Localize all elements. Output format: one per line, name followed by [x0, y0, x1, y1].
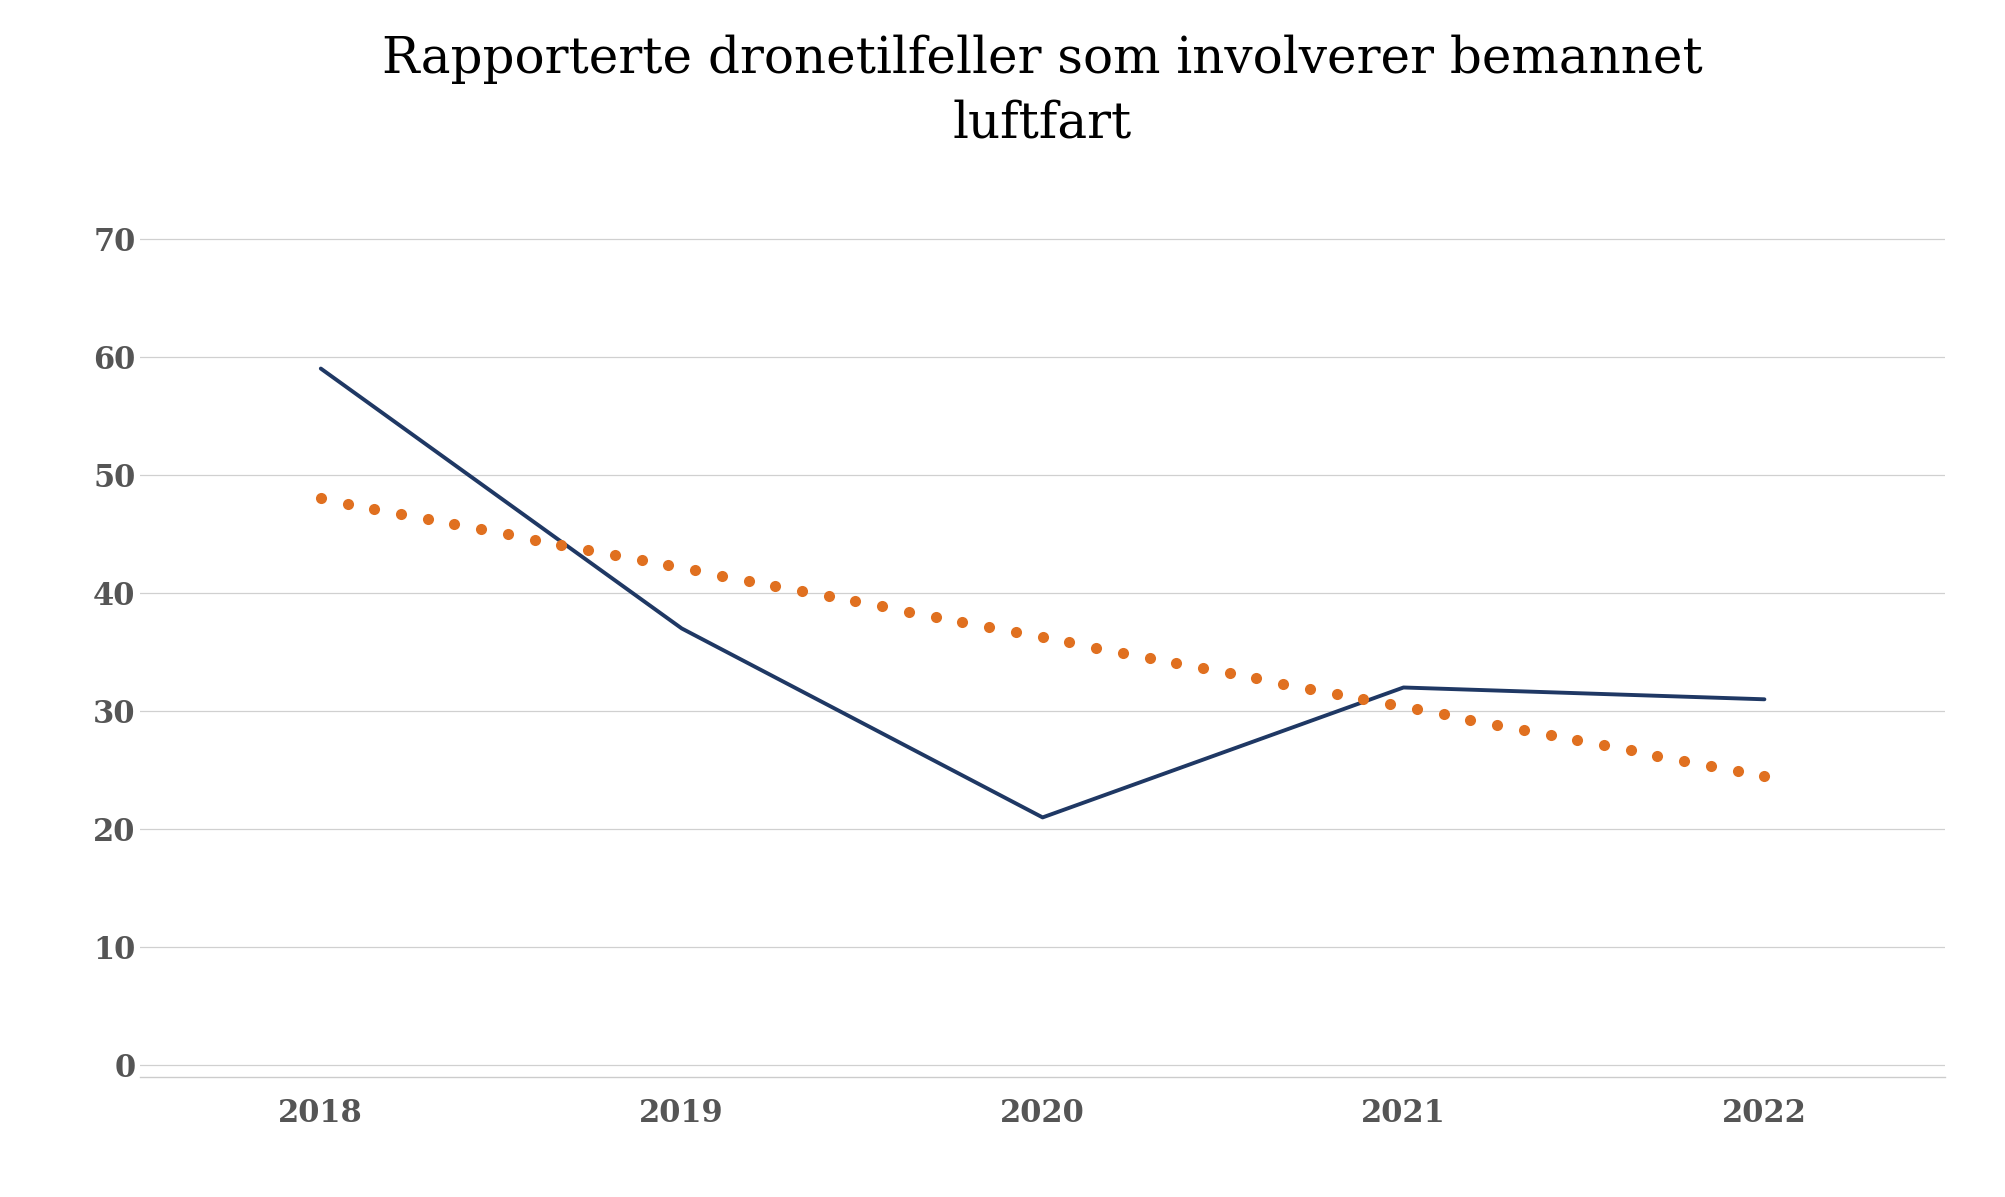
Point [1642, 746, 1674, 765]
Point [1534, 725, 1566, 745]
Point [1241, 669, 1273, 688]
Point [305, 488, 337, 508]
Point [491, 525, 523, 545]
Point [1748, 766, 1780, 785]
Point [1053, 633, 1085, 652]
Point [439, 515, 471, 534]
Point [760, 576, 792, 595]
Point [1482, 715, 1514, 734]
Point [732, 571, 764, 590]
Point [465, 519, 497, 539]
Point [1668, 751, 1700, 770]
Point [1614, 741, 1646, 760]
Point [1107, 643, 1139, 662]
Point [331, 494, 363, 514]
Point [1694, 757, 1726, 776]
Point [1133, 649, 1165, 668]
Point [1428, 705, 1460, 724]
Point [599, 546, 632, 565]
Point [946, 613, 978, 632]
Point [1187, 658, 1219, 678]
Point [626, 551, 658, 570]
Point [812, 587, 844, 606]
Point [1027, 627, 1059, 646]
Point [411, 510, 443, 529]
Point [1562, 730, 1594, 749]
Point [1081, 638, 1113, 657]
Point [786, 582, 818, 601]
Point [1161, 654, 1193, 673]
Point [1293, 679, 1325, 698]
Point [1347, 689, 1379, 709]
Point [1508, 721, 1540, 740]
Point [1213, 663, 1245, 682]
Point [1588, 736, 1620, 755]
Point [359, 499, 391, 518]
Point [545, 535, 577, 554]
Point [920, 607, 952, 626]
Title: Rapporterte dronetilfeller som involverer bemannet
luftfart: Rapporterte dronetilfeller som involvere… [383, 35, 1702, 148]
Point [1401, 700, 1434, 719]
Point [840, 591, 872, 610]
Point [892, 602, 924, 621]
Point [706, 566, 738, 585]
Point [519, 530, 551, 549]
Point [1373, 694, 1406, 713]
Point [972, 618, 1005, 637]
Point [1000, 622, 1033, 642]
Point [866, 597, 898, 616]
Point [571, 540, 604, 559]
Point [680, 561, 712, 581]
Point [652, 555, 684, 575]
Point [1267, 674, 1299, 693]
Point [1454, 710, 1486, 729]
Point [1321, 685, 1353, 704]
Point [385, 504, 417, 523]
Point [1722, 761, 1754, 780]
